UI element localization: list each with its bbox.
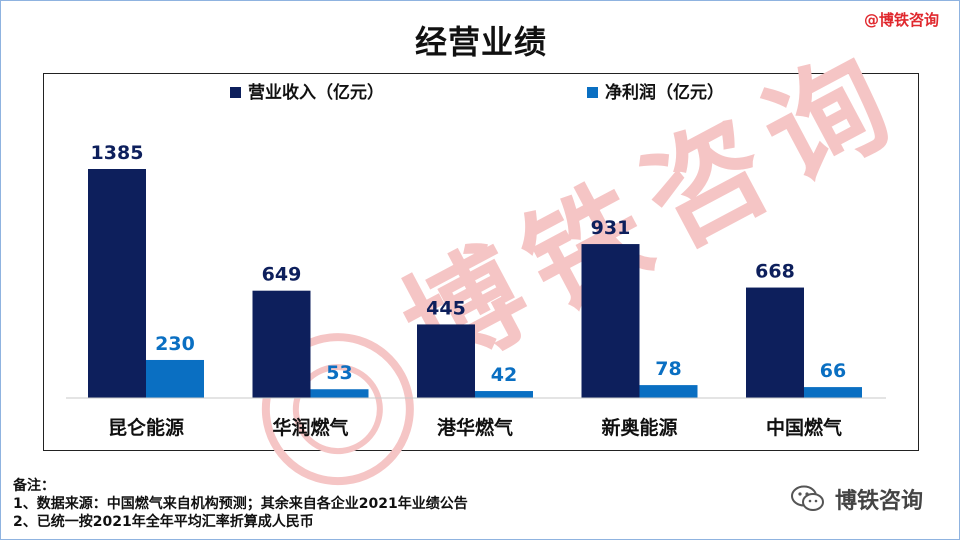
notes-heading: 备注： (13, 478, 55, 494)
note-line-2: 2、已统一按2021年全年平均汇率折算成人民币 (13, 514, 314, 530)
data-label-2-1: 230 (155, 333, 195, 355)
data-label-2-4: 78 (655, 358, 681, 380)
bar-1-4 (581, 244, 640, 398)
data-label-2-3: 42 (491, 364, 517, 386)
brand-tag: @博铁咨询 (863, 11, 939, 29)
data-label-1-1: 1385 (91, 142, 144, 164)
bar-2-3 (475, 391, 533, 398)
category-label-3: 港华燃气 (437, 416, 513, 439)
brand-logo: 博铁咨询 (791, 483, 923, 515)
bar-1-5 (746, 287, 804, 398)
data-label-1-5: 668 (755, 261, 795, 283)
bar-1-2 (252, 290, 311, 398)
category-label-4: 新奥能源 (601, 416, 677, 439)
bar-1-1 (88, 169, 146, 398)
logo-text: 博铁咨询 (835, 489, 924, 514)
notes: 备注： 1、数据来源：中国燃气来自机构预测；其余来自各企业2021年业绩公告 2… (13, 477, 468, 531)
bar-2-2 (310, 389, 369, 398)
data-label-2-5: 66 (820, 360, 846, 382)
legend-swatch-1 (230, 87, 241, 98)
data-label-2-2: 53 (326, 362, 352, 384)
bar-1-3 (417, 324, 475, 398)
data-label-1-4: 931 (591, 217, 631, 239)
category-label-1: 昆仑能源 (108, 416, 184, 439)
category-label-5: 中国燃气 (766, 416, 842, 439)
category-label-2: 华润燃气 (272, 416, 348, 439)
legend-label-1: 营业收入（亿元） (248, 82, 384, 103)
bar-2-4 (639, 385, 698, 398)
bar-2-1 (146, 359, 204, 398)
legend-swatch-2 (587, 87, 598, 98)
wechat-icon (791, 485, 824, 511)
legend-label-2: 净利润（亿元） (605, 82, 724, 103)
page-title: 经营业绩 (414, 23, 547, 61)
note-line-1: 1、数据来源：中国燃气来自机构预测；其余来自各企业2021年业绩公告 (13, 496, 468, 512)
data-label-1-3: 445 (426, 297, 466, 319)
bar-2-5 (804, 387, 862, 398)
data-label-1-2: 649 (262, 264, 302, 286)
